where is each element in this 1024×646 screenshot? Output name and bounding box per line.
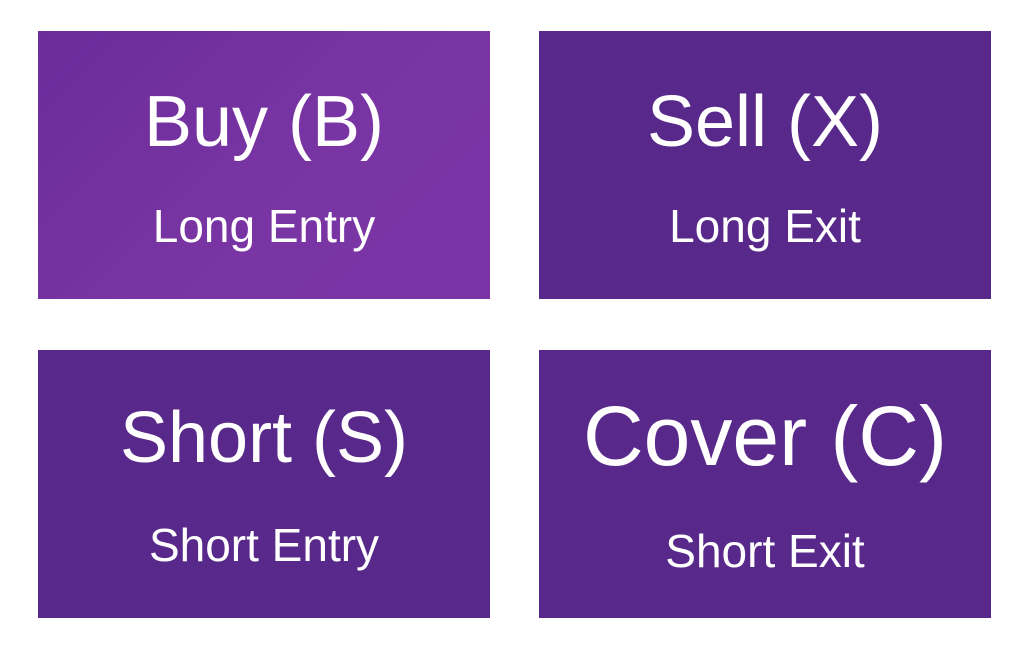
buy-subtitle: Long Entry <box>152 200 376 252</box>
sell-title: Sell (X) <box>646 82 884 162</box>
cover-title: Cover (C) <box>582 389 947 483</box>
short-subtitle: Short Entry <box>148 519 380 571</box>
sell-tile: Sell (X) Long Exit <box>539 31 991 299</box>
buy-tile: Buy (B) Long Entry <box>38 31 490 299</box>
buy-title: Buy (B) <box>143 82 385 162</box>
cover-subtitle: Short Exit <box>665 525 865 577</box>
sell-subtitle: Long Exit <box>669 200 861 252</box>
short-title: Short (S) <box>119 398 409 478</box>
cover-tile: Cover (C) Short Exit <box>539 350 991 618</box>
short-tile: Short (S) Short Entry <box>38 350 490 618</box>
